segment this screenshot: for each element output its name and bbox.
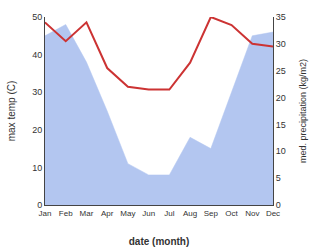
svg-text:max temp (C): max temp (C) [6, 81, 17, 142]
svg-text:35: 35 [276, 12, 286, 22]
svg-text:Feb: Feb [59, 209, 73, 218]
svg-text:30: 30 [32, 87, 42, 97]
svg-text:date (month): date (month) [129, 236, 190, 247]
svg-text:med. precipitation (kg/m2): med. precipitation (kg/m2) [298, 59, 308, 163]
svg-text:Mar: Mar [80, 209, 94, 218]
svg-text:Jun: Jun [142, 209, 155, 218]
svg-text:20: 20 [32, 125, 42, 135]
svg-text:5: 5 [276, 173, 281, 183]
svg-text:50: 50 [32, 12, 42, 22]
svg-text:Sep: Sep [204, 209, 219, 218]
svg-text:Aug: Aug [183, 209, 197, 218]
svg-text:0: 0 [276, 200, 281, 210]
svg-text:15: 15 [276, 120, 286, 130]
svg-text:0: 0 [37, 200, 42, 210]
svg-text:10: 10 [276, 146, 286, 156]
svg-text:Jan: Jan [39, 209, 52, 218]
svg-text:May: May [120, 209, 135, 218]
svg-text:40: 40 [32, 50, 42, 60]
svg-text:Nov: Nov [245, 209, 259, 218]
svg-text:20: 20 [276, 93, 286, 103]
svg-text:Dec: Dec [266, 209, 280, 218]
svg-text:Oct: Oct [225, 209, 238, 218]
svg-text:25: 25 [276, 66, 286, 76]
svg-text:10: 10 [32, 163, 42, 173]
svg-text:Apr: Apr [101, 209, 114, 218]
svg-text:Jul: Jul [164, 209, 174, 218]
svg-text:30: 30 [276, 39, 286, 49]
